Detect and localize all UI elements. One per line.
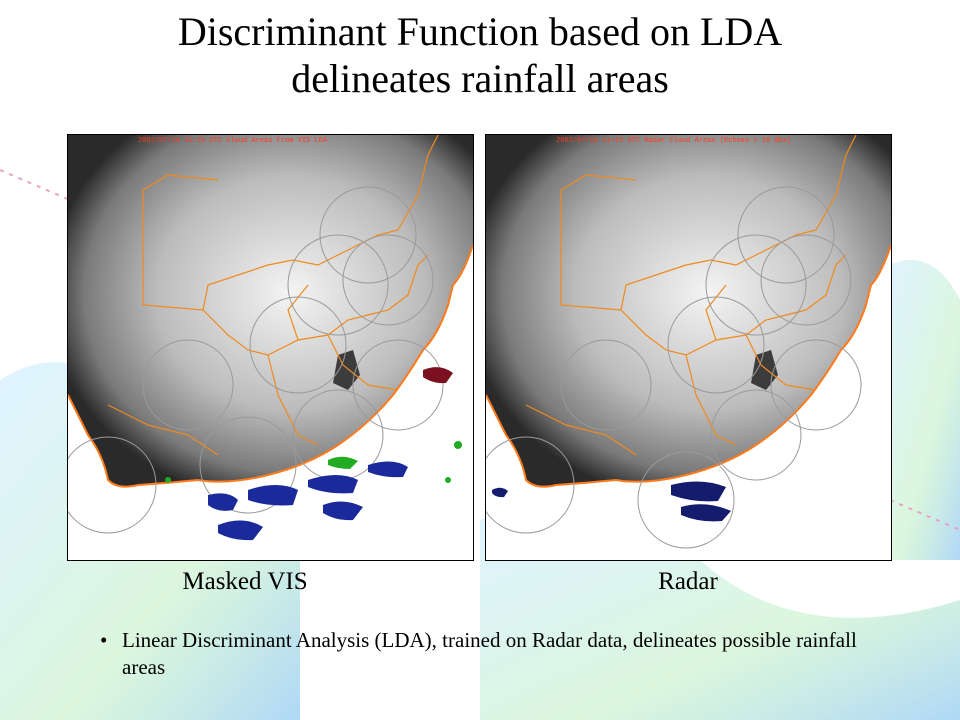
radar-header: 2002/07/16 11:15 UTC Radar Cloud Areas (… <box>556 137 792 145</box>
masked-vis-map: 2002/07/16 11:15 UTC Cloud Areas From VI… <box>67 134 474 561</box>
radar-map: 2002/07/16 11:15 UTC Radar Cloud Areas (… <box>485 134 892 561</box>
masked-vis-header: 2002/07/16 11:15 UTC Cloud Areas From VI… <box>138 137 328 145</box>
title-line-1: Discriminant Function based on LDA <box>177 9 783 54</box>
slide-title: Discriminant Function based on LDA delin… <box>0 8 960 102</box>
masked-vis-map-image <box>68 135 473 541</box>
bullet-text: Linear Discriminant Analysis (LDA), trai… <box>122 628 857 679</box>
caption-masked-vis: Masked VIS <box>182 568 308 595</box>
bullet-point: • Linear Discriminant Analysis (LDA), tr… <box>100 627 900 681</box>
rain-areas-vis <box>165 367 462 541</box>
bullet-dot: • <box>100 628 108 652</box>
caption-radar: Radar <box>658 568 718 595</box>
radar-map-image <box>486 135 891 549</box>
rain-areas-radar <box>492 481 731 522</box>
title-line-2: delineates rainfall areas <box>291 56 669 101</box>
